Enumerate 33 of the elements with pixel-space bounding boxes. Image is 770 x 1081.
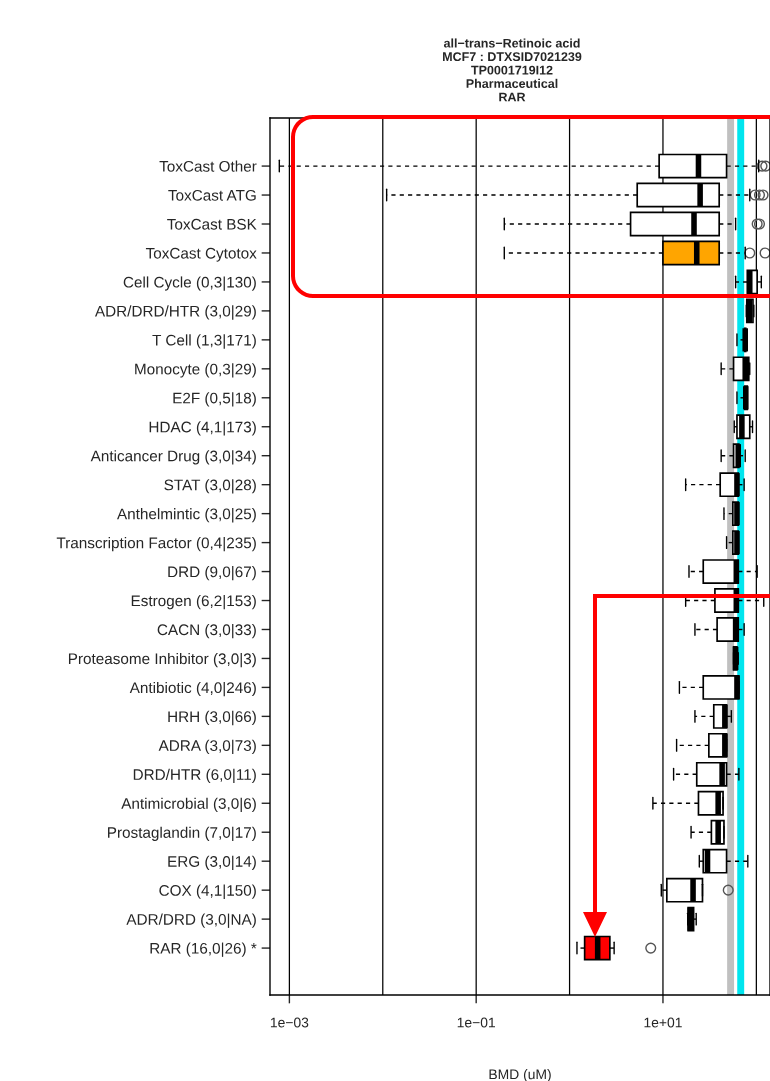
x-tick-label: 1e+01 [644,1017,682,1028]
y-tick-label: ADRA (3,0|73) [158,739,256,755]
y-tick-label: HRH (3,0|66) [168,710,256,726]
y-tick-label: Prostaglandin (7,0|17) [108,826,256,841]
y-tick-label: DRD/HTR (6,0|11) [133,768,256,784]
y-tick-label: E2F (0,5|18) [173,392,256,407]
y-tick-label: Estrogen (6,2|153) [131,594,256,610]
y-tick-label: HDAC (4,1|173) [149,421,256,436]
y-tick-label: ToxCast Cytotox [145,247,257,262]
y-tick-label: COX (4,1|150) [159,884,256,899]
y-tick-label: ToxCast Other [159,160,257,172]
y-tick-label: T Cell (1,3|171) [152,334,256,349]
x-tick-label: 1e−03 [270,1017,309,1028]
y-tick-label: DRD (9,0|67) [168,566,256,581]
y-tick-label: Proteasome Inhibitor (3,0|3) [68,652,256,668]
y-tick-label: ADR/DRD/HTR (3,0|29) [94,305,256,320]
y-tick-label: ToxCast BSK [167,218,257,230]
y-tick-label: Cell Cycle (0,3|130) [123,276,256,291]
x-tick-label: 1e−01 [457,1017,495,1028]
y-tick-label: Monocyte (0,3|29) [135,363,256,378]
y-tick-label: RAR (16,0|26) * [150,942,257,957]
y-tick-label: ERG (3,0|14) [168,855,256,870]
y-tick-label: ADR/DRD (3,0|NA) [126,913,256,928]
chart-title: all−trans−Retinoic acid MCF7 : DTXSID7021239 TP0001719I12 Pharmaceutical RAR [443,38,582,102]
y-tick-label: Anthelmintic (3,0|25) [117,508,256,523]
y-tick-label: Antibiotic (4,0|246) [129,681,256,697]
y-tick-label: STAT (3,0|28) [164,479,256,494]
y-tick-label: Antimicrobial (3,0|6) [121,797,256,813]
y-tick-label: Transcription Factor (0,4|235) [56,537,256,552]
y-tick-label: Anticancer Drug (3,0|34) [90,450,256,465]
x-axis-title: BMD (uM) [489,1069,551,1081]
y-tick-label: ToxCast ATG [168,189,256,201]
y-tick-label: CACN (3,0|33) [157,623,256,639]
